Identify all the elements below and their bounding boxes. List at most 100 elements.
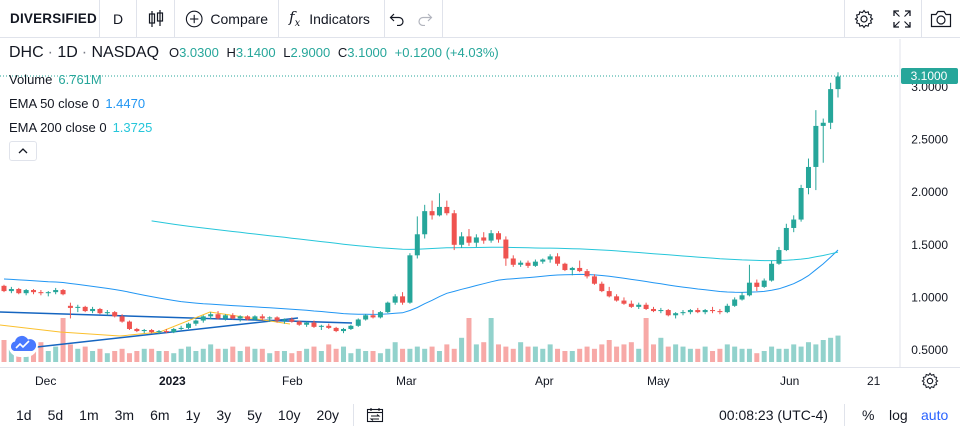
candle-body: [355, 319, 361, 326]
volume-bar: [459, 337, 465, 362]
time-label-21: 21: [867, 374, 881, 388]
auto-toggle[interactable]: auto: [921, 407, 949, 423]
candle-body: [805, 166, 811, 188]
range-10y[interactable]: 10y: [277, 406, 301, 423]
volume-bar: [163, 351, 169, 362]
redo-button[interactable]: [413, 0, 443, 38]
go-to-date-button[interactable]: [360, 407, 390, 423]
candle-body: [584, 271, 590, 277]
candle-body: [695, 310, 701, 313]
screenshot-button[interactable]: [921, 0, 960, 38]
range-1y[interactable]: 1y: [185, 406, 201, 423]
volume-legend[interactable]: Volume 6.761M: [9, 72, 102, 87]
ema50-legend[interactable]: EMA 50 close 0 1.4470: [9, 96, 145, 111]
volume-bar: [481, 342, 487, 362]
chart-legend: DHC · 1D · NASDAQ O3.0300 H3.1400 L2.900…: [9, 44, 499, 62]
volume-bar: [45, 351, 51, 362]
volume-bar: [525, 346, 531, 362]
compare-button[interactable]: Compare: [175, 0, 279, 38]
ema200-legend[interactable]: EMA 200 close 0 1.3725: [9, 120, 152, 135]
candle-body: [134, 328, 140, 332]
gear-icon: [921, 372, 939, 390]
candle-body: [599, 283, 605, 292]
percent-toggle[interactable]: %: [862, 407, 875, 423]
volume-bar: [673, 344, 679, 362]
time-label-dec: Dec: [35, 374, 57, 388]
candle-body: [680, 312, 686, 314]
log-toggle[interactable]: log: [889, 407, 908, 423]
range-20y[interactable]: 20y: [316, 406, 340, 423]
candle-body: [38, 292, 44, 294]
candle-body: [178, 327, 184, 329]
bar-style-button[interactable]: [137, 0, 175, 38]
fullscreen-button[interactable]: [883, 0, 921, 38]
candle-body: [444, 206, 450, 214]
tradingview-logo[interactable]: [8, 333, 38, 357]
cloud-chart-icon: [10, 335, 37, 351]
candle-body: [104, 312, 110, 314]
last-price-label: 3.1000: [911, 69, 948, 83]
scale-settings-button[interactable]: [921, 372, 941, 392]
volume-bar: [555, 348, 561, 362]
collapse-legend-button[interactable]: [9, 141, 37, 161]
range-1m[interactable]: 1m: [79, 406, 99, 423]
undo-button[interactable]: [385, 0, 413, 38]
volume-bar: [820, 340, 826, 362]
volume-bar: [126, 353, 132, 362]
volume-bar: [776, 348, 782, 362]
divider: [844, 397, 845, 433]
range-1d[interactable]: 1d: [16, 406, 32, 423]
interval-button[interactable]: D: [100, 0, 137, 38]
top-toolbar: DIVERSIFIED D Compare fx Indicators: [0, 0, 960, 38]
candle-body: [621, 300, 627, 304]
volume-bar: [746, 348, 752, 362]
ema50-value: 1.4470: [105, 96, 146, 111]
volume-bar: [503, 346, 509, 362]
volume-bar: [326, 344, 332, 362]
candle-body: [45, 292, 51, 294]
indicators-button[interactable]: fx Indicators: [279, 0, 385, 38]
candle-body: [710, 310, 716, 312]
time-label-mar: Mar: [396, 374, 417, 388]
candle-body: [8, 288, 14, 292]
indicators-label: Indicators: [309, 10, 370, 27]
ema50-line: [3, 249, 839, 315]
candle-body: [673, 313, 679, 316]
settings-button[interactable]: [844, 0, 883, 38]
candle-body: [459, 236, 465, 245]
volume-bar: [643, 318, 649, 362]
candlesticks: [1, 72, 841, 335]
volume-bar: [67, 344, 73, 362]
range-3m[interactable]: 3m: [114, 406, 135, 423]
volume-bar: [60, 318, 66, 362]
legend-interval: 1D: [57, 44, 78, 61]
volume-bar: [473, 344, 479, 362]
candle-body: [525, 262, 531, 266]
close-value: 3.1000: [347, 45, 388, 60]
candle-body: [289, 319, 295, 322]
range-5d[interactable]: 5d: [47, 406, 64, 423]
legend-ticker[interactable]: DHC: [9, 44, 44, 61]
volume-bar: [636, 348, 642, 362]
time-scale[interactable]: Dec 2023 Feb Mar Apr May Jun 21: [0, 367, 960, 395]
candle-body: [547, 256, 553, 260]
candle-body: [820, 122, 826, 126]
volume-bar: [739, 348, 745, 362]
volume-bar: [259, 348, 265, 362]
volume-bar: [82, 346, 88, 362]
range-3y[interactable]: 3y: [216, 406, 232, 423]
range-5y[interactable]: 5y: [247, 406, 262, 423]
open-label: O: [168, 45, 180, 60]
volume-bar: [304, 348, 310, 362]
candle-body: [193, 320, 199, 324]
volume-bar: [488, 318, 494, 362]
candle-body: [377, 312, 383, 318]
volume-bar: [38, 342, 44, 362]
range-6m[interactable]: 6m: [150, 406, 170, 423]
symbol-search-button[interactable]: DIVERSIFIED: [0, 0, 100, 38]
clock[interactable]: 00:08:23 (UTC-4): [719, 407, 828, 423]
volume-bar: [665, 346, 671, 362]
candle-body: [53, 290, 59, 293]
